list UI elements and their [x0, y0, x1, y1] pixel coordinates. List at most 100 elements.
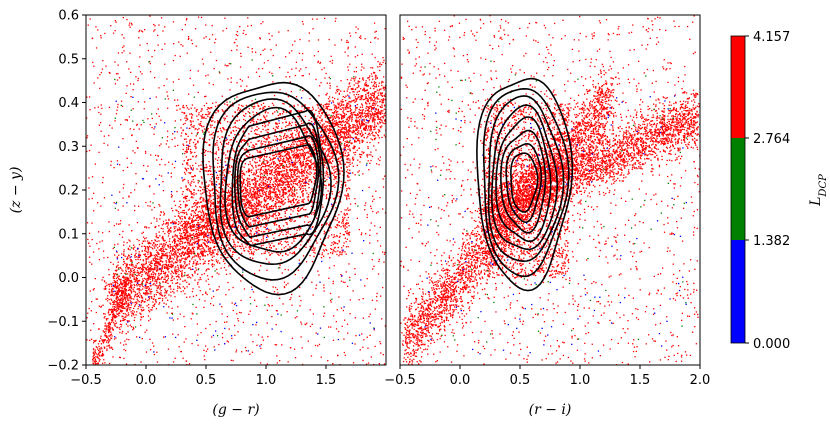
scatter-point	[348, 83, 350, 85]
scatter-point	[349, 108, 351, 110]
scatter-point	[110, 293, 112, 295]
scatter-point	[229, 214, 231, 216]
scatter-point	[337, 146, 339, 148]
scatter-point	[304, 169, 306, 171]
scatter-point	[321, 126, 323, 128]
scatter-point	[195, 214, 197, 217]
scatter-point	[359, 142, 361, 144]
scatter-point	[377, 115, 379, 117]
scatter-point	[340, 100, 342, 102]
scatter-point	[231, 224, 234, 226]
scatter-point	[153, 254, 155, 257]
scatter-point	[334, 106, 336, 108]
scatter-point	[369, 125, 372, 127]
scatter-point	[285, 147, 287, 150]
scatter-point	[320, 143, 322, 145]
scatter-point	[162, 298, 164, 300]
scatter-point	[202, 227, 204, 229]
scatter-point	[212, 212, 214, 215]
scatter-point	[373, 84, 375, 86]
scatter-point	[270, 163, 272, 165]
scatter-point	[120, 294, 122, 296]
scatter-point	[279, 171, 281, 173]
scatter-point	[349, 115, 351, 118]
scatter-point	[153, 272, 155, 274]
scatter-point	[365, 122, 367, 124]
scatter-point	[126, 256, 128, 258]
scatter-point	[126, 264, 129, 266]
scatter-point	[255, 166, 257, 168]
scatter-point	[166, 225, 168, 228]
scatter-point	[199, 248, 201, 250]
scatter-point	[149, 296, 151, 298]
scatter-point	[243, 186, 245, 188]
scatter-point	[247, 184, 249, 186]
scatter-point	[133, 244, 135, 246]
scatter-point	[130, 292, 133, 294]
scatter-point	[214, 245, 216, 248]
scatter-point	[179, 200, 181, 202]
scatter-point	[198, 215, 200, 218]
scatter-point	[353, 124, 355, 126]
scatter-point	[362, 122, 364, 124]
scatter-point	[254, 184, 256, 186]
scatter-point	[174, 221, 176, 223]
scatter-point	[326, 174, 329, 176]
scatter-point	[332, 115, 334, 117]
scatter-point	[170, 266, 172, 269]
scatter-point	[308, 143, 310, 145]
scatter-point	[250, 207, 252, 209]
scatter-point	[221, 210, 223, 212]
scatter-point	[115, 296, 118, 298]
scatter-point	[347, 132, 350, 134]
scatter-point	[175, 282, 177, 285]
scatter-point	[250, 234, 253, 236]
scatter-point	[108, 288, 111, 290]
scatter-point	[158, 231, 160, 233]
scatter-point	[378, 118, 381, 120]
scatter-point	[251, 210, 254, 212]
scatter-point	[371, 75, 373, 77]
scatter-point	[111, 299, 113, 301]
scatter-point	[280, 159, 282, 162]
scatter-point	[236, 200, 239, 202]
scatter-point	[261, 239, 263, 241]
scatter-point	[205, 235, 207, 238]
scatter-point	[334, 149, 336, 151]
scatter-point	[325, 121, 327, 123]
scatter-point	[215, 230, 218, 232]
scatter-point	[223, 211, 225, 213]
scatter-point	[355, 136, 357, 138]
scatter-point	[291, 180, 293, 182]
scatter-point	[237, 238, 239, 240]
scatter-point	[255, 226, 258, 228]
scatter-point	[233, 206, 235, 208]
scatter-point	[380, 110, 382, 112]
scatter-point	[291, 199, 293, 201]
scatter-point	[377, 131, 380, 133]
scatter-point	[291, 168, 294, 170]
scatter-point	[218, 200, 221, 202]
scatter-point	[225, 223, 228, 225]
scatter-point	[161, 251, 163, 253]
scatter-point	[359, 109, 361, 111]
scatter-point	[379, 101, 381, 103]
scatter-point	[249, 190, 251, 192]
scatter-point	[327, 154, 329, 156]
scatter-point	[301, 136, 303, 138]
scatter-point	[182, 265, 184, 267]
scatter-point	[206, 241, 208, 243]
scatter-point	[248, 193, 251, 195]
scatter-point	[146, 287, 148, 289]
scatter-point	[243, 196, 245, 198]
scatter-point	[355, 71, 357, 73]
scatter-point	[195, 267, 197, 269]
scatter-point	[127, 302, 129, 304]
scatter-point	[171, 275, 173, 277]
scatter-point	[104, 287, 106, 289]
scatter-point	[299, 172, 301, 174]
scatter-point	[203, 262, 205, 264]
scatter-point	[197, 231, 200, 234]
scatter-point	[230, 200, 232, 202]
scatter-point	[168, 228, 170, 230]
